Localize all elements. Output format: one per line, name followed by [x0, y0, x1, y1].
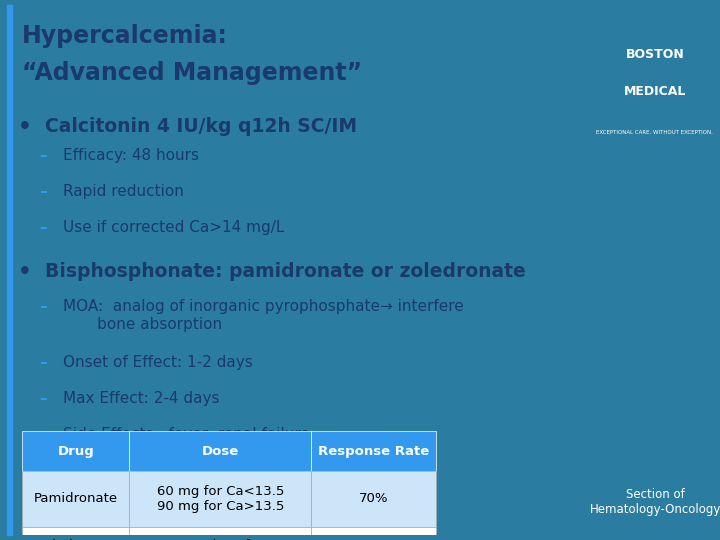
- Text: 4 mg, reduce for CRI: 4 mg, reduce for CRI: [152, 539, 289, 540]
- Text: Use if corrected Ca>14 mg/L: Use if corrected Ca>14 mg/L: [63, 220, 284, 235]
- Text: Drug: Drug: [58, 445, 94, 458]
- Text: 60 mg for Ca<13.5
90 mg for Ca>13.5: 60 mg for Ca<13.5 90 mg for Ca>13.5: [157, 485, 284, 513]
- Text: 70%: 70%: [359, 492, 388, 505]
- Bar: [130, 526, 312, 540]
- Text: Pamidronate: Pamidronate: [34, 492, 117, 505]
- Text: –: –: [40, 299, 48, 314]
- Text: Zoledronate: Zoledronate: [35, 539, 116, 540]
- Bar: [130, 431, 312, 471]
- Bar: [312, 431, 436, 471]
- Bar: [22, 431, 130, 471]
- Text: •: •: [18, 262, 32, 282]
- Text: EXCEPTIONAL CARE. WITHOUT EXCEPTION.: EXCEPTIONAL CARE. WITHOUT EXCEPTION.: [596, 130, 714, 135]
- Bar: [312, 526, 436, 540]
- Text: –: –: [40, 355, 48, 370]
- Text: Side Effects:  fever, renal failure: Side Effects: fever, renal failure: [63, 427, 310, 442]
- Text: Hypercalcemia:: Hypercalcemia:: [22, 24, 228, 48]
- Text: –: –: [40, 391, 48, 406]
- Text: BOSTON: BOSTON: [626, 48, 684, 60]
- Text: MOA:  analog of inorganic pyrophosphate→ interfere
       bone absorption: MOA: analog of inorganic pyrophosphate→ …: [63, 299, 464, 332]
- Bar: [22, 471, 130, 526]
- Text: 88%: 88%: [359, 539, 388, 540]
- Text: Rapid reduction: Rapid reduction: [63, 184, 184, 199]
- Text: “Advanced Management”: “Advanced Management”: [22, 61, 362, 85]
- Text: •: •: [18, 117, 32, 137]
- Text: –: –: [40, 184, 48, 199]
- Bar: [22, 526, 130, 540]
- Text: –: –: [40, 427, 48, 442]
- Text: Max Effect: 2-4 days: Max Effect: 2-4 days: [63, 391, 220, 406]
- Text: –: –: [40, 220, 48, 235]
- Text: MEDICAL: MEDICAL: [624, 85, 686, 98]
- Text: –: –: [40, 148, 48, 163]
- Text: Calcitonin 4 IU/kg q12h SC/IM: Calcitonin 4 IU/kg q12h SC/IM: [45, 117, 357, 136]
- Bar: [130, 471, 312, 526]
- Text: Section of
Hematology-Oncology: Section of Hematology-Oncology: [590, 488, 720, 516]
- Bar: [312, 471, 436, 526]
- Text: Dose: Dose: [202, 445, 239, 458]
- Text: Response Rate: Response Rate: [318, 445, 429, 458]
- Text: Bisphosphonate: pamidronate or zoledronate: Bisphosphonate: pamidronate or zoledrona…: [45, 262, 526, 281]
- Text: Efficacy: 48 hours: Efficacy: 48 hours: [63, 148, 199, 163]
- Text: Onset of Effect: 1-2 days: Onset of Effect: 1-2 days: [63, 355, 253, 370]
- Bar: [7, 5, 12, 535]
